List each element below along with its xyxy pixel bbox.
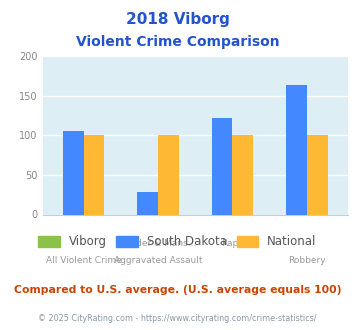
Text: All Violent Crime: All Violent Crime xyxy=(46,256,121,265)
Bar xyxy=(63,131,83,214)
Text: Aggravated Assault: Aggravated Assault xyxy=(114,256,202,265)
Text: Violent Crime Comparison: Violent Crime Comparison xyxy=(76,35,279,49)
Bar xyxy=(212,118,233,214)
Text: Murder & Mans...: Murder & Mans... xyxy=(119,240,197,248)
Text: Rape: Rape xyxy=(221,240,244,248)
Text: 2018 Viborg: 2018 Viborg xyxy=(126,12,229,26)
Bar xyxy=(286,85,307,214)
Text: Robbery: Robbery xyxy=(288,256,326,265)
Bar xyxy=(158,135,179,214)
Bar xyxy=(137,191,158,214)
Legend: Viborg, South Dakota, National: Viborg, South Dakota, National xyxy=(34,231,321,253)
Bar xyxy=(307,135,328,214)
Bar xyxy=(233,135,253,214)
Text: Compared to U.S. average. (U.S. average equals 100): Compared to U.S. average. (U.S. average … xyxy=(14,285,341,295)
Text: © 2025 CityRating.com - https://www.cityrating.com/crime-statistics/: © 2025 CityRating.com - https://www.city… xyxy=(38,314,317,323)
Bar xyxy=(83,135,104,214)
